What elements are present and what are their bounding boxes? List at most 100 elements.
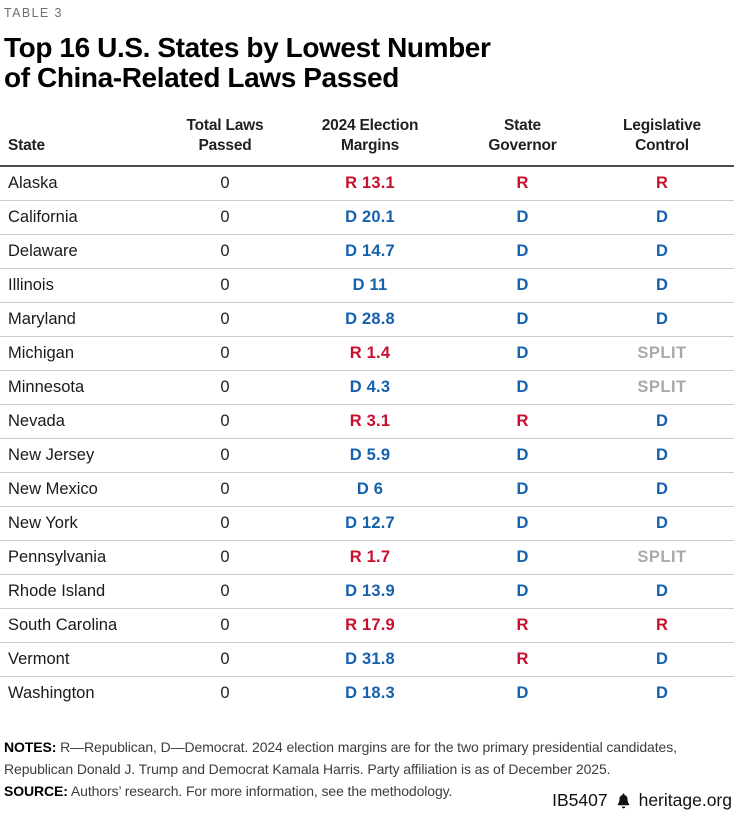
table-row: Rhode Island 0 D 13.9 D D: [0, 574, 734, 609]
state-name: Vermont: [0, 642, 165, 677]
governor-party: D: [455, 302, 590, 337]
state-name: New Mexico: [0, 472, 165, 507]
state-name: Maryland: [0, 302, 165, 337]
state-name: Washington: [8, 684, 95, 702]
table-row: New York 0 D 12.7 D D: [0, 506, 734, 541]
total-laws-value: 0: [165, 608, 285, 643]
election-margin-value: D 11: [285, 268, 455, 303]
column-header-election-margins: 2024 Election Margins: [285, 116, 455, 167]
source-label: SOURCE:: [4, 783, 68, 799]
state-name: Michigan: [0, 336, 165, 371]
notes-block: NOTES: R—Republican, D—Democrat. 2024 el…: [4, 736, 730, 802]
legislative-control-value: D: [590, 404, 734, 439]
governor-party: D: [455, 506, 590, 541]
state-name: Pennsylvania: [0, 540, 165, 575]
legislative-control-value: D: [590, 574, 734, 609]
notes-line-1: NOTES: R—Republican, D—Democrat. 2024 el…: [4, 736, 730, 758]
total-laws-value: 0: [165, 574, 285, 609]
total-laws-value: 0: [165, 370, 285, 405]
election-margin-value: R 1.7: [285, 540, 455, 575]
election-margin-value: D 20.1: [285, 200, 455, 235]
table-row: Michigan 0 R 1.4 D SPLIT: [0, 336, 734, 371]
table-kicker: TABLE 3: [4, 6, 63, 20]
column-header-legislative-control: Legislative Control: [590, 116, 734, 167]
table-row: Minnesota 0 D 4.3 D SPLIT: [0, 370, 734, 405]
legislative-control-value: SPLIT: [590, 370, 734, 405]
total-laws-value: 0: [165, 200, 285, 235]
state-name: California: [0, 200, 165, 235]
source-text: Authors’ research. For more information,…: [70, 783, 453, 799]
footer: IB5407 heritage.org: [552, 790, 732, 811]
governor-party: R: [455, 404, 590, 439]
column-header-governor: State Governor: [455, 116, 590, 167]
state-name: New York: [0, 506, 165, 541]
legislative-control-value: D: [590, 302, 734, 337]
table-row: Illinois 0 D 11 D D: [0, 268, 734, 303]
governor-party: D: [455, 268, 590, 303]
total-laws-value: 0: [165, 302, 285, 337]
table-row: Delaware 0 D 14.7 D D: [0, 234, 734, 269]
legislative-control-value: D: [590, 472, 734, 507]
page-title: Top 16 U.S. States by Lowest Number of Ch…: [4, 33, 730, 93]
notes-text-1: R—Republican, D—Democrat. 2024 election …: [60, 739, 677, 755]
election-margin-value: D 31.8: [285, 642, 455, 677]
table-body: Alaska 0 R 13.1 R R California 0 D 20.1 D D Delawa…: [0, 166, 734, 710]
election-margin-value: D 18.3: [345, 684, 395, 702]
table-row: Alaska 0 R 13.1 R R: [0, 166, 734, 201]
state-name: Minnesota: [0, 370, 165, 405]
table-row: South Carolina 0 R 17.9 R R: [0, 608, 734, 643]
heritage-bell-icon: [615, 792, 632, 809]
governor-party: D: [455, 336, 590, 371]
election-margin-value: R 1.4: [285, 336, 455, 371]
state-name: South Carolina: [0, 608, 165, 643]
total-laws-value: 0: [165, 404, 285, 439]
election-margin-value: D 4.3: [285, 370, 455, 405]
column-header-total-laws: Total Laws Passed: [165, 116, 285, 167]
governor-party: R: [455, 642, 590, 677]
total-laws-value: 0: [165, 642, 285, 677]
table-row: Washington 0 D 18.3 D D: [0, 677, 734, 711]
state-name: Delaware: [0, 234, 165, 269]
legislative-control-value: SPLIT: [590, 540, 734, 575]
governor-party: D: [455, 234, 590, 269]
governor-party: D: [455, 438, 590, 473]
legislative-control-value: D: [590, 268, 734, 303]
state-name: Rhode Island: [0, 574, 165, 609]
total-laws-value: 0: [165, 268, 285, 303]
state-name: New Jersey: [0, 438, 165, 473]
site-link[interactable]: heritage.org: [638, 790, 732, 810]
table-row: Vermont 0 D 31.8 R D: [0, 642, 734, 677]
legislative-control-value: SPLIT: [590, 336, 734, 371]
legislative-control-value: D: [590, 506, 734, 541]
report-id: IB5407: [552, 790, 608, 810]
governor-party: D: [455, 200, 590, 235]
notes-label: NOTES:: [4, 739, 57, 755]
legislative-control-value: D: [655, 684, 669, 702]
legislative-control-value: R: [590, 608, 734, 643]
total-laws-value: 0: [165, 540, 285, 575]
source-line: SOURCE: Authors’ research. For more info…: [4, 780, 730, 802]
state-name: Nevada: [0, 404, 165, 439]
legislative-control-value: R: [590, 166, 734, 201]
total-laws-value: 0: [165, 506, 285, 541]
total-laws-value: 0: [165, 234, 285, 269]
governor-party: R: [455, 166, 590, 201]
legislative-control-value: D: [590, 438, 734, 473]
column-header-state: State: [0, 116, 165, 167]
title-line-2: of China-Related Laws Passed: [4, 62, 399, 93]
title-line-1: Top 16 U.S. States by Lowest Number: [4, 32, 491, 63]
states-table: State Total Laws Passed 2024 Election Ma…: [0, 116, 734, 710]
total-laws-value: 0: [165, 438, 285, 473]
governor-party: R: [455, 608, 590, 643]
election-margin-value: R 17.9: [285, 608, 455, 643]
table-row: New Jersey 0 D 5.9 D D: [0, 438, 734, 473]
election-margin-value: D 28.8: [285, 302, 455, 337]
election-margin-value: D 5.9: [285, 438, 455, 473]
table-row: California 0 D 20.1 D D: [0, 200, 734, 235]
state-name: Illinois: [0, 268, 165, 303]
total-laws-value: 0: [220, 684, 230, 702]
election-margin-value: R 3.1: [285, 404, 455, 439]
election-margin-value: D 14.7: [285, 234, 455, 269]
total-laws-value: 0: [165, 166, 285, 201]
